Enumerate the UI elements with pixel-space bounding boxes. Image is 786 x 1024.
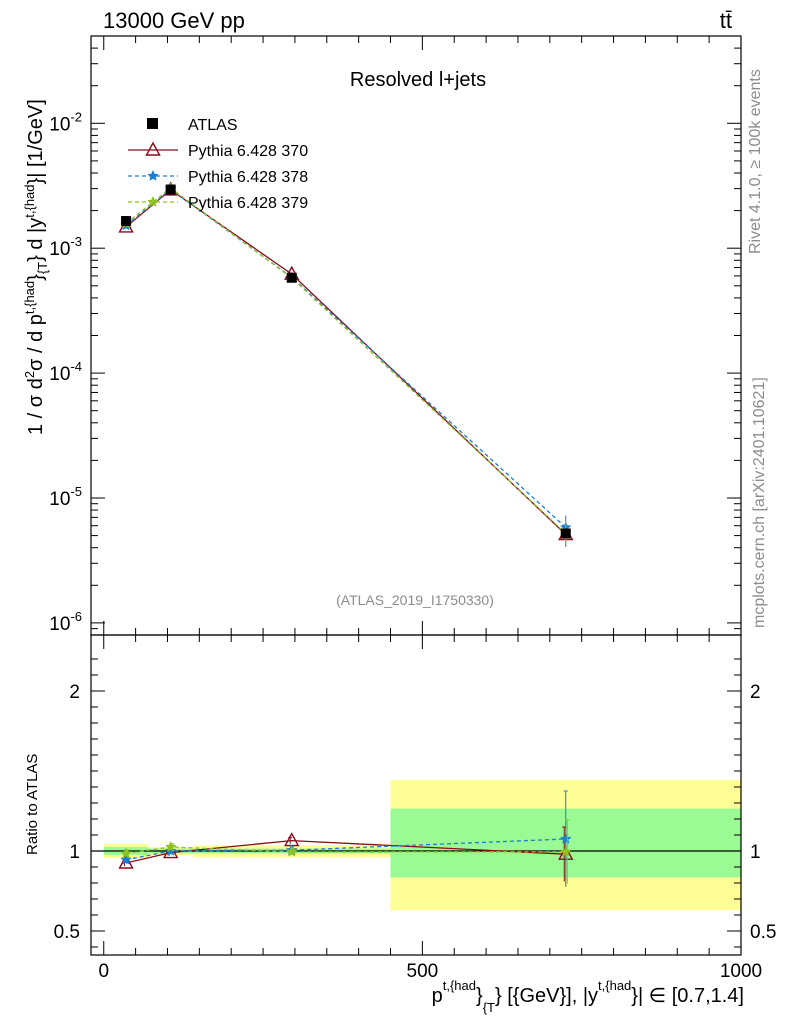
ratio-y-tick-label-left-0: 0.5 [54, 922, 80, 943]
ratio-point-2-3 [559, 845, 572, 857]
ratio-y-tick-label-left-1: 1 [69, 842, 80, 863]
ratio-line-0 [125, 839, 566, 864]
legend-label-2: Pythia 6.428 379 [188, 195, 308, 212]
ratio-y-tick-label-right-0: 0.5 [750, 922, 776, 943]
legend: ATLAS Pythia 6.428 370 Pythia 6.428 378 Py… [128, 117, 308, 212]
ratio-point-1-3 [559, 832, 572, 844]
ratio-panel-series [118, 790, 574, 887]
data-point-3 [560, 528, 571, 539]
main-panel-bands [104, 186, 741, 536]
mcplots-label: mcplots.cern.ch [arXiv:2401.10621] [751, 377, 768, 628]
x-tick-label-2: 1000 [720, 961, 762, 982]
legend-label-atlas: ATLAS [188, 117, 238, 134]
legend-marker-1 [147, 169, 159, 181]
main-panel-series [118, 181, 574, 547]
series-line-0 [125, 189, 567, 535]
y-axis-label: 1 / σ d2σ / d pt,{had}{T} d |yt,{had}| [… [22, 99, 50, 435]
legend-marker-0 [145, 141, 161, 156]
ratio-point-2-2 [285, 845, 298, 857]
ratio-frame [90, 634, 742, 956]
ratio-point-0-2 [284, 832, 300, 847]
y-tick-label-0: 10-2 [49, 109, 82, 135]
ratio-line-2 [125, 846, 566, 855]
legend-label-1: Pythia 6.428 378 [188, 169, 308, 186]
ratio-y-tick-label-right-2: 2 [750, 682, 761, 703]
analysis-id: (ATLAS_2019_I1750330) [336, 592, 494, 608]
main-panel-data-points [121, 184, 571, 539]
ratio-panel-axes: 0.5 0.5 1 1 2 2 0 500 1000 [54, 634, 776, 982]
process-label: tt̄ [720, 8, 732, 33]
y-tick-label-1: 10-3 [49, 234, 82, 260]
ratio-point-2-0 [120, 847, 132, 859]
ratio-point-1-1 [164, 844, 177, 856]
collision-label: 13000 GeV pp [103, 8, 245, 33]
data-point-2 [286, 272, 297, 283]
ratio-line-1 [125, 838, 566, 861]
data-point-0 [121, 216, 132, 227]
legend-label-0: Pythia 6.428 370 [188, 143, 308, 160]
y-tick-label-3: 10-5 [49, 484, 82, 510]
rivet-version-label: Rivet 4.1.0, ≥ 100k events [747, 69, 764, 254]
series-line-1 [125, 188, 567, 528]
ratio-point-1-0 [120, 853, 132, 865]
x-tick-label-1: 500 [407, 961, 439, 982]
y-tick-label-4: 10-6 [49, 609, 82, 635]
x-tick-label-0: 0 [98, 961, 109, 982]
series-line-2 [125, 187, 567, 534]
data-point-1 [165, 184, 176, 195]
ratio-y-tick-label-right-1: 1 [750, 842, 761, 863]
x-axis-label: pt,{had}{T} [{GeV}], |yt,{had}| ∈ [0.7,1… [432, 978, 744, 1015]
ratio-y-tick-label-left-2: 2 [69, 682, 80, 703]
chart-title: Resolved l+jets [350, 69, 486, 91]
legend-marker-2 [147, 195, 159, 207]
legend-marker-atlas [147, 118, 158, 129]
ratio-point-2-1 [164, 840, 177, 852]
y-tick-label-2: 10-4 [49, 359, 82, 385]
ratio-y-axis-label: Ratio to ATLAS [24, 754, 41, 855]
ratio-point-0-0 [118, 854, 134, 869]
